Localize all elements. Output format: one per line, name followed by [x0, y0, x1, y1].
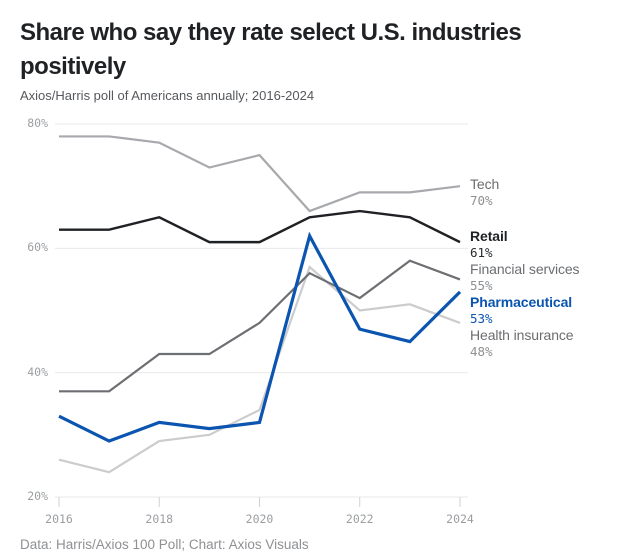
series-name: Retail — [470, 228, 508, 244]
series-end-value: 53% — [470, 311, 493, 326]
series-name: Pharmaceutical — [470, 294, 573, 310]
chart-credit: Data: Harris/Axios 100 Poll; Chart: Axio… — [20, 537, 309, 552]
series-end-value: 48% — [470, 344, 493, 359]
series-name: Financial services — [470, 261, 580, 277]
x-axis-tick-label: 2022 — [345, 512, 374, 526]
chart-subtitle: Axios/Harris poll of Americans annually;… — [20, 88, 315, 103]
series-label-tech: Tech 70% — [470, 176, 620, 208]
y-axis-tick-label: 20% — [27, 489, 48, 503]
series-name: Tech — [470, 176, 500, 192]
y-axis-tick-label: 80% — [27, 116, 48, 130]
series-label-health-insurance: Health insurance 48% — [470, 327, 620, 359]
x-axis-tick-label: 2020 — [245, 512, 274, 526]
series-label-retail: Retail 61% — [470, 228, 620, 260]
x-axis-tick-label: 2016 — [45, 512, 73, 526]
x-axis-tick-label: 2018 — [145, 512, 174, 526]
series-end-value: 55% — [470, 278, 493, 293]
series-name: Health insurance — [470, 327, 574, 343]
y-axis-tick-label: 60% — [27, 240, 48, 255]
y-axis-tick-label: 40% — [27, 364, 48, 379]
series-label-pharmaceutical: Pharmaceutical 53% — [470, 294, 620, 326]
series-label-financial-services: Financial services 55% — [470, 261, 620, 293]
chart-title: Share who say they rate select U.S. indu… — [20, 19, 522, 80]
series-end-value: 70% — [470, 193, 493, 208]
x-axis-tick-label: 2024 — [446, 512, 474, 526]
series-end-value: 61% — [470, 245, 493, 260]
